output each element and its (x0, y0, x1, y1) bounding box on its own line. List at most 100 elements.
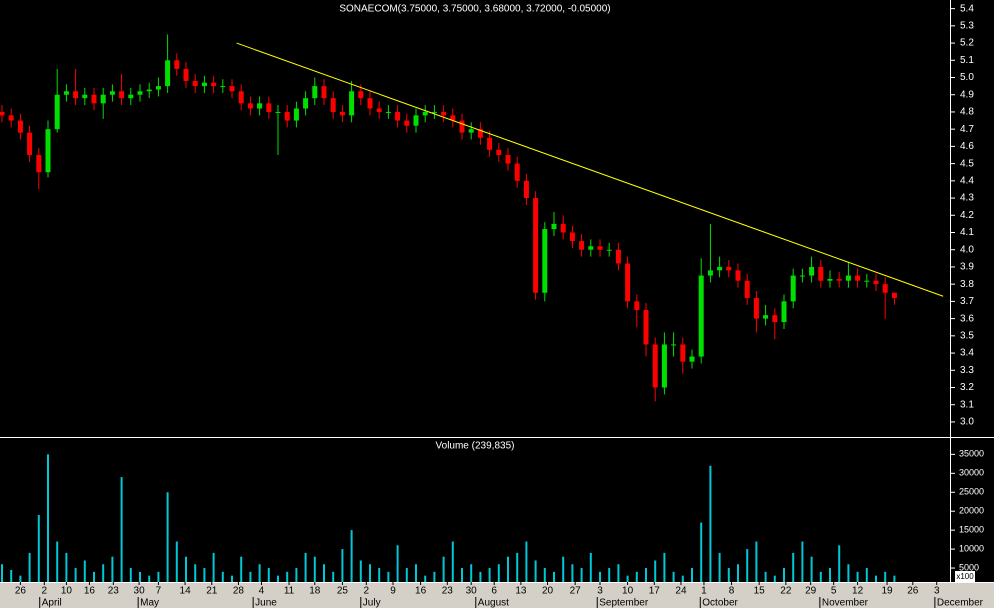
volume-bar (10, 569, 13, 582)
x-tick-label: 16 (415, 586, 427, 597)
candle-body (496, 149, 502, 155)
y-tick-label: 3.9 (960, 262, 974, 273)
y-tick-label: 20000 (959, 506, 984, 516)
x-tick-label: 2 (42, 586, 48, 597)
candle-body (339, 111, 345, 116)
volume-bar (139, 571, 141, 582)
volume-bar (875, 575, 877, 582)
y-tick-label: 3.4 (960, 348, 974, 359)
volume-bar (451, 541, 454, 582)
x-tick-label: 1 (701, 586, 707, 597)
volume-bar (838, 545, 841, 582)
volume-bar (562, 556, 565, 582)
volume-bar (645, 568, 647, 582)
candle-body (836, 279, 842, 281)
volume-bar (783, 568, 785, 582)
volume-bar (663, 552, 666, 582)
candle-body (100, 94, 106, 104)
candle-body (358, 91, 364, 99)
month-label: April (42, 598, 62, 608)
volume-bar (672, 571, 675, 582)
x-tick-label: 17 (649, 586, 661, 597)
x-tick-label: 19 (881, 586, 893, 597)
x-tick-label: 10 (622, 586, 634, 597)
candle-body (0, 111, 5, 116)
month-label: May (140, 598, 159, 608)
candle-body (174, 60, 180, 69)
x-tick-label: 26 (15, 586, 27, 597)
candle-body (689, 356, 695, 362)
y-tick-label: 15000 (959, 525, 984, 535)
candle-body (385, 111, 391, 113)
candle-body (266, 103, 272, 112)
candle-body (119, 91, 125, 99)
x-tick-label: 5 (831, 586, 837, 597)
candle-body (220, 86, 226, 88)
x-tick-label: 16 (84, 586, 96, 597)
volume-bar (543, 568, 546, 582)
volume-bar (74, 568, 77, 582)
volume-bar (755, 541, 758, 582)
candle-body (376, 108, 382, 112)
candle-body (588, 246, 594, 250)
candle-body (247, 103, 253, 109)
candle-body (542, 229, 548, 293)
x-tick-label: 3 (597, 586, 603, 597)
candle-body (257, 103, 263, 109)
y-tick-label: 4.8 (960, 107, 974, 118)
y-tick-label: 4.5 (960, 158, 974, 169)
candle-body (192, 80, 198, 87)
candle-body (8, 115, 14, 121)
volume-bar (507, 556, 509, 582)
volume-bar (83, 560, 86, 582)
month-label: November (822, 598, 869, 608)
y-tick-label: 3.1 (960, 399, 974, 410)
candle-body (560, 223, 566, 233)
x-tick-label: 30 (466, 586, 478, 597)
month-label: December (937, 598, 984, 608)
month-label: June (255, 598, 277, 608)
volume-bar (516, 552, 519, 582)
candle-body (680, 344, 686, 362)
month-label: October (702, 598, 738, 608)
volume-bar (120, 477, 123, 582)
candle-body (753, 297, 759, 319)
x-tick-label: 2 (364, 586, 370, 597)
candle-body (799, 275, 805, 277)
candle-body (569, 232, 575, 242)
volume-bar (681, 575, 684, 582)
candle-body (735, 270, 741, 281)
candle-body (27, 132, 33, 155)
candle-body (165, 60, 171, 87)
y-tick-label: 4.9 (960, 89, 974, 100)
volume-bar (764, 571, 767, 582)
volume-bar (231, 575, 233, 582)
candle-body (763, 315, 769, 319)
candle-body (284, 111, 290, 121)
y-tick-label: 10000 (959, 543, 984, 553)
candle-body (744, 280, 750, 298)
candle-body (63, 91, 69, 95)
candle-body (514, 163, 520, 181)
volume-bar (129, 568, 132, 582)
volume-bar (341, 549, 344, 582)
candle-body (413, 115, 419, 126)
volume-bar (433, 571, 436, 582)
volume-bar (700, 522, 703, 582)
candle-body (422, 111, 428, 116)
volume-bar (221, 571, 224, 582)
candle-body (238, 91, 244, 104)
volume-bar (571, 564, 574, 582)
y-tick-label: 4.4 (960, 175, 974, 186)
volume-bar (1, 564, 3, 582)
volume-bar (497, 564, 500, 582)
volume-bar (810, 556, 813, 582)
y-tick-label: 5.4 (960, 3, 974, 14)
volume-bar (405, 568, 408, 582)
candle-body (17, 120, 23, 133)
x-tick-label: 20 (542, 586, 554, 597)
x-tick-label: 30 (134, 586, 146, 597)
candle-body (137, 91, 143, 95)
x-tick-label: 15 (754, 586, 766, 597)
month-label: July (363, 598, 381, 608)
